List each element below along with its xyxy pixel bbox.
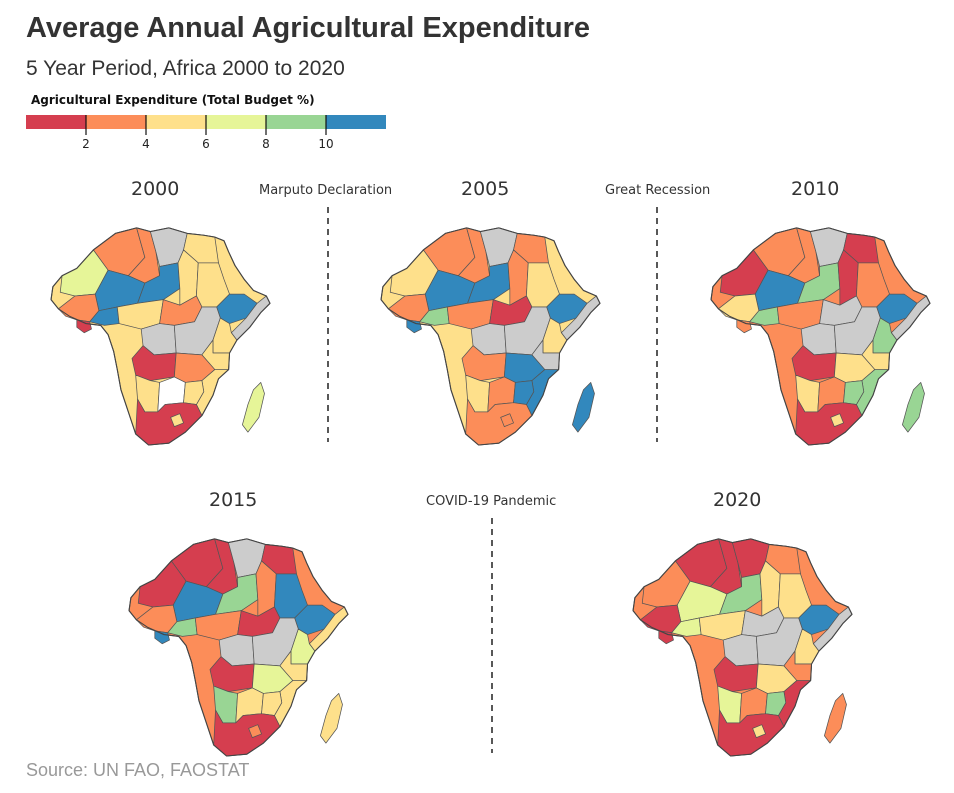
africa-map-2005 (380, 227, 601, 446)
africa-map-2010 (710, 227, 931, 446)
africa-coastline (380, 227, 601, 446)
africa-coastline (128, 538, 349, 757)
country-region-lesotho (170, 413, 184, 427)
legend-tick-label: 10 (318, 137, 333, 151)
legend-tick-label: 8 (262, 137, 270, 151)
legend-swatch (266, 115, 326, 129)
country-region-lesotho (830, 413, 844, 427)
legend: 2 4 6 8 10 (26, 115, 386, 151)
country-region-angola (461, 345, 507, 381)
country-region-coastB (736, 319, 752, 334)
event-label-maputo: Marputo Declaration (259, 183, 393, 198)
source-note: Source: UN FAO, FAOSTAT (26, 760, 250, 780)
legend-tick-label: 2 (82, 137, 90, 151)
africa-map-2000 (50, 227, 271, 446)
country-region-zimbabwe (843, 380, 865, 405)
country-region-coastB (76, 319, 92, 334)
country-region-lesotho (752, 724, 766, 738)
africa-coastline (632, 538, 853, 757)
africa-map-2015 (128, 538, 349, 757)
country-region-angola (131, 345, 177, 381)
country-region-angola (791, 345, 837, 381)
country-region-coastB (154, 630, 170, 645)
legend-swatch (206, 115, 266, 129)
legend-swatch (326, 115, 386, 129)
country-region-zimbabwe (513, 380, 535, 405)
year-label-2015: 2015 (209, 489, 258, 511)
country-region-lesotho (500, 413, 514, 427)
country-region-madagascar (320, 693, 343, 744)
country-region-zimbabwe (261, 691, 283, 716)
event-label-covid: COVID-19 Pandemic (426, 494, 557, 509)
year-label-2005: 2005 (461, 178, 510, 200)
legend-title: Agricultural Expenditure (Total Budget %… (31, 93, 315, 107)
chart-subtitle: 5 Year Period, Africa 2000 to 2020 (26, 57, 345, 80)
legend-swatch (146, 115, 206, 129)
country-region-angola (713, 656, 759, 692)
legend-swatch (26, 115, 86, 129)
country-region-coastB (658, 630, 674, 645)
country-region-madagascar (572, 382, 595, 433)
africa-map-2020 (632, 538, 853, 757)
country-region-zimbabwe (183, 380, 205, 405)
chart-title: Average Annual Agricultural Expenditure (26, 12, 590, 44)
country-region-lesotho (248, 724, 262, 738)
legend-tick-label: 4 (142, 137, 150, 151)
africa-coastline (710, 227, 931, 446)
country-region-madagascar (902, 382, 925, 433)
country-region-angola (209, 656, 255, 692)
country-region-madagascar (242, 382, 265, 433)
event-label-recession: Great Recession (605, 183, 711, 198)
country-region-zimbabwe (765, 691, 787, 716)
year-label-2000: 2000 (131, 178, 180, 200)
country-region-coastB (406, 319, 422, 334)
legend-tick-label: 6 (202, 137, 210, 151)
year-label-2010: 2010 (791, 178, 840, 200)
africa-coastline (50, 227, 271, 446)
country-region-madagascar (824, 693, 847, 744)
legend-swatch (86, 115, 146, 129)
year-label-2020: 2020 (713, 489, 762, 511)
